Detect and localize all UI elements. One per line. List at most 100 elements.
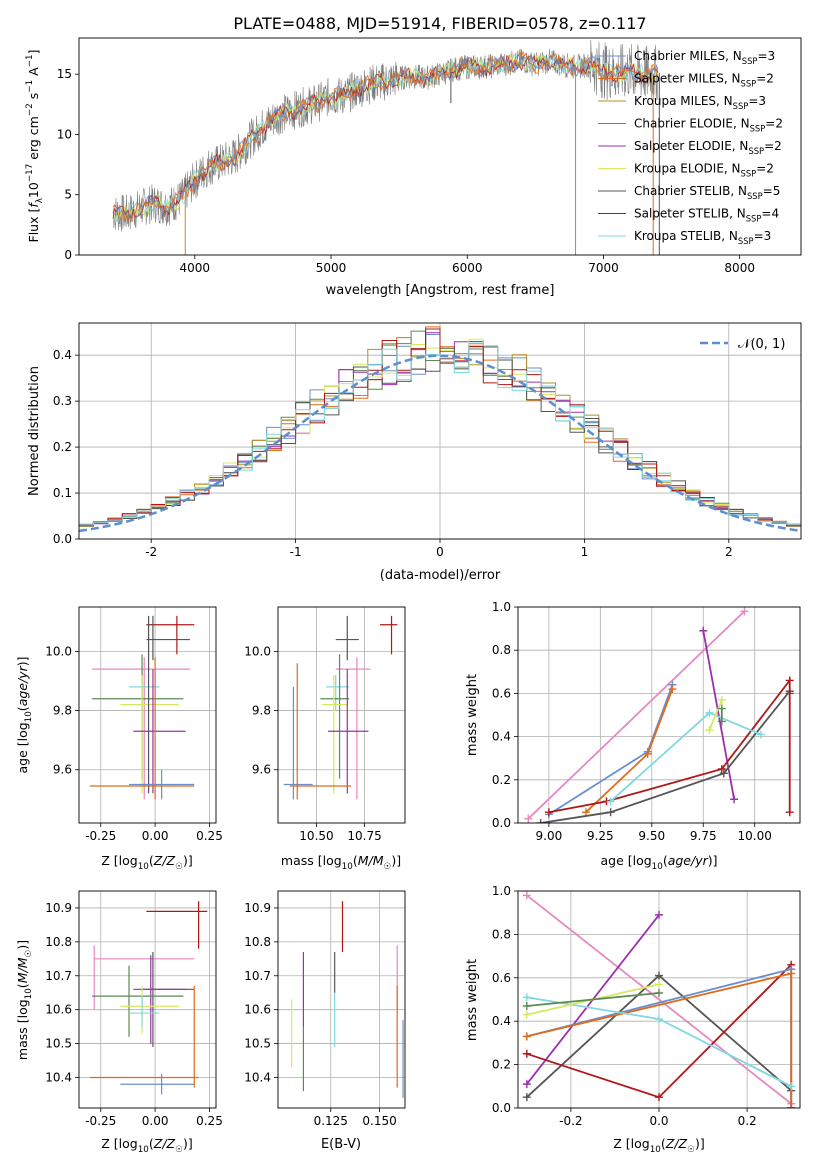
legend-label: Chabrier STELIB, NSSP=5 bbox=[634, 184, 780, 201]
age-mass-axes: 10.50 10.75 9.6 9.8 10.0 bbox=[244, 607, 405, 843]
y-tick-label: 10.6 bbox=[244, 1003, 271, 1017]
x-tick-label: 9.50 bbox=[638, 829, 665, 843]
x-tick-label: 6000 bbox=[452, 261, 483, 275]
model-spectrum bbox=[112, 50, 659, 223]
weight-line bbox=[702, 630, 735, 800]
x-tick-label: 0.125 bbox=[314, 1114, 348, 1128]
weight-marker bbox=[522, 1080, 531, 1089]
clip-spec-content bbox=[112, 39, 660, 255]
x-tick-label: 9.75 bbox=[690, 829, 717, 843]
weight-marker bbox=[719, 769, 728, 778]
weight-marker bbox=[655, 1015, 663, 1024]
y-tick-label: 0.2 bbox=[492, 773, 511, 787]
axes-frame bbox=[517, 890, 801, 1109]
weight-marker bbox=[522, 1010, 531, 1019]
weight-line bbox=[526, 894, 792, 1105]
y-tick-label: 10.6 bbox=[45, 1003, 72, 1017]
axes-frame bbox=[78, 322, 802, 540]
weight-marker bbox=[785, 676, 794, 685]
x-tick-label: 2 bbox=[725, 545, 733, 559]
y-tick-label: 9.6 bbox=[53, 763, 72, 777]
mass-ebv-axes: 0.125 0.150 10.4 10.5 10.6 10.7 10.8 10.9 bbox=[244, 891, 405, 1128]
x-tick-label: -0.25 bbox=[85, 1114, 116, 1128]
weight-marker bbox=[606, 808, 615, 817]
weight-marker bbox=[655, 988, 663, 997]
y-tick-label: 9.6 bbox=[252, 763, 271, 777]
weight-marker bbox=[787, 1082, 796, 1091]
legend-label: Kroupa MILES, NSSP=3 bbox=[634, 94, 766, 111]
weight-marker bbox=[522, 1093, 531, 1102]
mass-z-x-label: Z [log10(Z/Z☉)] bbox=[101, 1136, 192, 1155]
mass-z-axes: -0.25 0.00 0.25 10.4 10.5 10.6 10.7 10.8 10.9 bbox=[45, 891, 223, 1128]
spectrum-x-label: wavelength [Angstrom, rest frame] bbox=[326, 283, 555, 298]
weight-marker bbox=[705, 726, 714, 735]
y-tick-label: 0.0 bbox=[492, 816, 511, 830]
clip-mass-ebv-content bbox=[291, 901, 404, 1098]
x-tick-label: 0.0 bbox=[649, 1114, 668, 1128]
weight-marker bbox=[522, 1002, 531, 1011]
y-tick-label: 10.7 bbox=[244, 969, 271, 983]
weight-marker bbox=[655, 910, 663, 919]
weight-marker bbox=[643, 749, 652, 758]
legend-label: Chabrier ELODIE, NSSP=2 bbox=[634, 117, 783, 134]
weight-age-y-label: mass weight bbox=[465, 674, 480, 756]
legend-label: Chabrier MILES, NSSP=3 bbox=[634, 49, 775, 66]
weight-marker bbox=[787, 969, 796, 978]
weight-marker bbox=[756, 730, 765, 739]
axes-frame bbox=[277, 890, 406, 1109]
age-z-x-label: Z [log10(Z/Z☉)] bbox=[101, 853, 192, 872]
spectrum-axes: 4000 5000 6000 7000 8000 0 5 10 15 bbox=[57, 67, 755, 275]
clip-age-mass-content bbox=[283, 615, 398, 800]
clip-weight-z-content bbox=[522, 891, 796, 1108]
clip-hist-content bbox=[79, 326, 801, 533]
age-z-y-label: age [log10(age/yr)] bbox=[15, 656, 34, 773]
weight-marker bbox=[717, 695, 726, 704]
weight-marker bbox=[655, 980, 663, 989]
x-tick-label: 9.00 bbox=[536, 829, 563, 843]
y-tick-label: 1.0 bbox=[492, 600, 511, 614]
x-tick-label: 4000 bbox=[180, 261, 211, 275]
y-tick-label: 9.8 bbox=[53, 704, 72, 718]
y-tick-label: 0.6 bbox=[492, 971, 511, 985]
legend-label: Kroupa ELODIE, NSSP=2 bbox=[634, 162, 774, 179]
weight-marker bbox=[730, 795, 739, 804]
y-tick-label: 0.0 bbox=[492, 1101, 511, 1115]
y-tick-label: 0.2 bbox=[492, 1058, 511, 1072]
x-tick-label: 10.75 bbox=[347, 829, 381, 843]
mass-z-y-label: mass [log10(M/M☉)] bbox=[15, 940, 34, 1060]
weight-marker bbox=[655, 971, 663, 980]
age-mass-x-label: mass [log10(M/M☉)] bbox=[281, 853, 401, 872]
figure-title: PLATE=0488, MJD=51914, FIBERID=0578, z=0… bbox=[233, 14, 646, 33]
y-tick-label: 0.0 bbox=[53, 532, 72, 546]
axes-frame bbox=[78, 890, 217, 1109]
y-tick-label: 10 bbox=[57, 127, 72, 141]
weight-marker bbox=[606, 797, 615, 806]
weight-marker bbox=[522, 1032, 531, 1041]
axes-frame bbox=[517, 606, 801, 824]
x-tick-label: 5000 bbox=[316, 261, 347, 275]
x-tick-label: -0.2 bbox=[559, 1114, 582, 1128]
legend-label: Salpeter MILES, NSSP=2 bbox=[634, 72, 774, 89]
y-tick-label: 9.8 bbox=[252, 704, 271, 718]
y-tick-label: 0.3 bbox=[53, 394, 72, 408]
y-tick-label: 5 bbox=[64, 188, 72, 202]
y-tick-label: 10.8 bbox=[45, 935, 72, 949]
x-tick-label: 0.25 bbox=[196, 829, 223, 843]
y-tick-label: 10.5 bbox=[244, 1037, 271, 1051]
weight-z-x-label: Z [log10(Z/Z☉)] bbox=[613, 1136, 704, 1155]
x-tick-label: 0 bbox=[436, 545, 444, 559]
mass-ebv-x-label: E(B-V) bbox=[321, 1137, 361, 1152]
x-tick-label: -0.25 bbox=[85, 829, 116, 843]
weight-marker bbox=[522, 891, 531, 900]
y-tick-label: 10.8 bbox=[244, 935, 271, 949]
weight-age-axes: 9.00 9.25 9.50 9.75 10.00 0.0 0.2 0.4 0.6 0.8 1.0 bbox=[492, 600, 800, 843]
weight-marker bbox=[717, 717, 726, 726]
weight-z-y-label: mass weight bbox=[465, 959, 480, 1041]
weight-line bbox=[708, 699, 723, 731]
observed-spectrum bbox=[112, 39, 659, 232]
x-tick-label: -1 bbox=[290, 545, 302, 559]
weight-marker bbox=[785, 808, 794, 817]
weight-marker bbox=[581, 808, 590, 817]
weight-marker bbox=[699, 626, 708, 635]
